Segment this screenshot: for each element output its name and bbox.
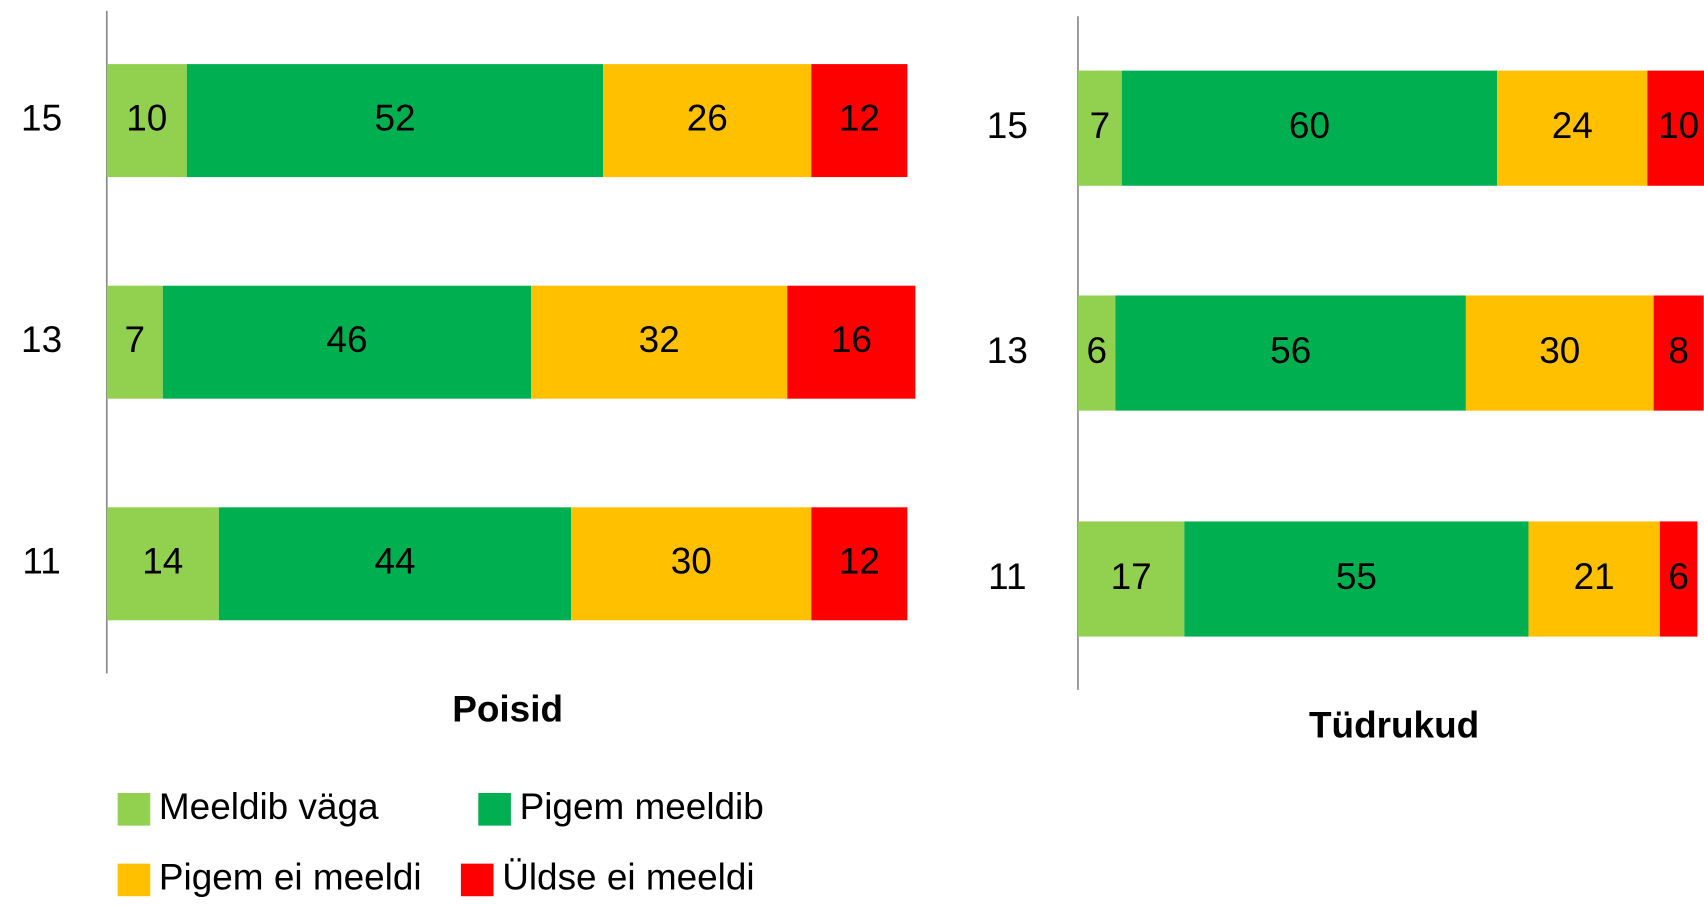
bar-segment [787,285,916,399]
data-label: 24 [1552,105,1593,146]
data-label: 7 [125,319,146,360]
bar-segment [1659,521,1698,637]
data-label: 8 [1668,330,1689,371]
bar-segment [186,64,604,178]
legend-label: Üldse ei meeldi [502,857,754,898]
bar-segment [218,507,572,621]
y-tick-label: 11 [988,556,1026,597]
chart-title: Poisid [452,688,563,729]
bar-segment [1077,521,1185,637]
data-label: 55 [1336,556,1377,597]
data-label: 21 [1574,556,1615,597]
bar-segment [162,285,532,399]
legend-swatch [478,793,511,826]
data-label: 44 [374,541,415,582]
bar-segment [571,507,812,621]
bar-segment [106,507,219,621]
data-label: 30 [671,541,712,582]
bar-segment [811,64,908,178]
bar-segment [1115,295,1466,411]
data-label: 26 [687,97,728,138]
legend-label: Meeldib väga [159,786,379,827]
data-label: 30 [1539,330,1580,371]
data-label: 6 [1086,330,1107,371]
legend-label: Pigem ei meeldi [159,857,422,898]
y-tick-label: 13 [987,330,1028,371]
bar-segment [1184,521,1529,637]
data-label: 12 [839,97,880,138]
data-label: 10 [126,97,167,138]
y-tick-label: 15 [987,105,1028,146]
bar-segment [1465,295,1654,411]
bar-segment [603,64,812,178]
data-label: 14 [142,541,183,582]
data-label: 52 [374,97,415,138]
legend-swatch [117,793,151,826]
data-label: 10 [1658,105,1699,146]
data-label: 16 [831,319,872,360]
bar-segment [531,285,788,399]
legend-label: Pigem meeldib [520,786,764,827]
chart-title: Tüdrukud [1309,705,1479,746]
data-label: 7 [1090,105,1111,146]
legend-swatch [117,863,151,897]
bar-segment [1497,70,1648,186]
data-label: 56 [1270,330,1311,371]
y-tick-label: 15 [21,97,62,138]
legend-swatch [460,863,494,897]
data-label: 60 [1289,105,1330,146]
data-label: 46 [326,319,367,360]
bar-segment [106,285,163,399]
bar-segment [1121,70,1498,186]
data-label: 12 [839,541,880,582]
data-label: 32 [639,319,680,360]
y-tick-label: 13 [21,319,62,360]
bar-segment [106,64,187,178]
y-tick-label: 11 [22,541,60,582]
data-label: 17 [1111,556,1152,597]
bar-segment [1647,70,1704,186]
bar-segment [811,507,908,621]
bar-segment [1653,295,1704,411]
bar-segment [1077,70,1122,186]
data-label: 6 [1668,556,1689,597]
bar-segment [1528,521,1660,637]
bar-segment [1077,295,1116,411]
